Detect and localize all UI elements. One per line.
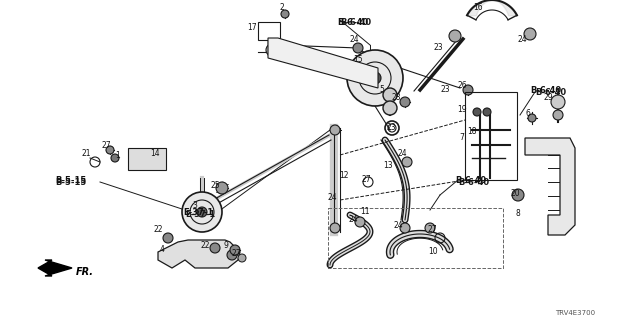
Text: 18: 18 [467,127,477,137]
Circle shape [383,101,397,115]
Bar [258,22,280,40]
Text: 24: 24 [327,194,337,203]
Text: 12: 12 [339,171,349,180]
Text: 8: 8 [516,209,520,218]
Text: 7: 7 [460,133,465,142]
Circle shape [369,72,381,84]
Circle shape [227,250,237,260]
Circle shape [216,182,228,194]
Text: TRV4E3700: TRV4E3700 [555,310,595,316]
Circle shape [383,88,397,102]
Text: 27: 27 [101,141,111,150]
Text: 25: 25 [210,181,220,190]
Circle shape [197,207,207,217]
Text: 23: 23 [433,44,443,52]
Text: 14: 14 [150,148,160,157]
Circle shape [330,223,340,233]
Text: 20: 20 [510,188,520,197]
Text: 27: 27 [361,175,371,185]
Circle shape [182,192,222,232]
Text: 16: 16 [473,4,483,12]
Text: 1: 1 [116,151,120,161]
Text: 27: 27 [231,249,241,258]
Bar [328,208,503,268]
Circle shape [238,254,246,262]
Circle shape [230,245,240,255]
Circle shape [111,154,119,162]
Text: 22: 22 [200,242,210,251]
Text: B-6-40: B-6-40 [455,176,486,185]
Text: 6: 6 [525,108,531,117]
Circle shape [483,108,491,116]
Text: 17: 17 [247,23,257,33]
Text: B-6-40: B-6-40 [530,86,561,95]
Text: 11: 11 [360,207,370,217]
Circle shape [528,114,536,122]
Text: 4: 4 [159,245,164,254]
Circle shape [106,146,114,154]
Text: 26: 26 [457,82,467,91]
Text: 24: 24 [349,36,359,44]
Text: 24: 24 [393,221,403,230]
Text: 15: 15 [353,55,363,65]
Text: 13: 13 [383,162,393,171]
Polygon shape [158,240,240,268]
Circle shape [463,85,473,95]
Text: 23: 23 [386,124,396,132]
Circle shape [449,30,461,42]
Text: B-5-15: B-5-15 [55,178,86,187]
Text: B-6-40: B-6-40 [458,178,489,187]
Text: 24: 24 [517,36,527,44]
Circle shape [473,108,481,116]
Bar [465,92,517,180]
Text: 24: 24 [348,215,358,225]
Text: B-6-40: B-6-40 [340,18,371,27]
Polygon shape [525,138,575,235]
Polygon shape [268,38,378,88]
Circle shape [266,44,278,56]
Circle shape [163,233,173,243]
Text: 24: 24 [397,148,407,157]
Text: 23: 23 [440,85,450,94]
Text: B-5-15: B-5-15 [55,176,86,185]
Text: B-6-40: B-6-40 [337,18,368,27]
Text: 29: 29 [543,93,553,102]
Circle shape [281,10,289,18]
Bar [128,148,166,170]
Text: 22: 22 [153,226,163,235]
Circle shape [524,28,536,40]
Text: FR.: FR. [76,267,94,277]
Text: 27: 27 [427,226,437,235]
Circle shape [400,223,410,233]
Text: 21: 21 [81,148,91,157]
Circle shape [353,43,363,53]
Text: E-37-1: E-37-1 [185,210,215,219]
Text: E-37-1: E-37-1 [183,208,213,217]
Text: B-6-40: B-6-40 [535,88,566,97]
Circle shape [355,217,365,227]
Circle shape [330,125,340,135]
Text: 19: 19 [457,106,467,115]
Circle shape [425,223,435,233]
Circle shape [402,157,412,167]
Circle shape [210,243,220,253]
Text: 9: 9 [223,242,228,251]
Text: 28: 28 [391,93,401,102]
Polygon shape [38,260,72,276]
Circle shape [347,50,403,106]
Text: 2: 2 [280,4,284,12]
Text: 3: 3 [193,202,197,211]
Circle shape [400,97,410,107]
Circle shape [553,110,563,120]
Text: 10: 10 [428,247,438,257]
Circle shape [551,95,565,109]
Text: 5: 5 [380,85,385,94]
Circle shape [512,189,524,201]
